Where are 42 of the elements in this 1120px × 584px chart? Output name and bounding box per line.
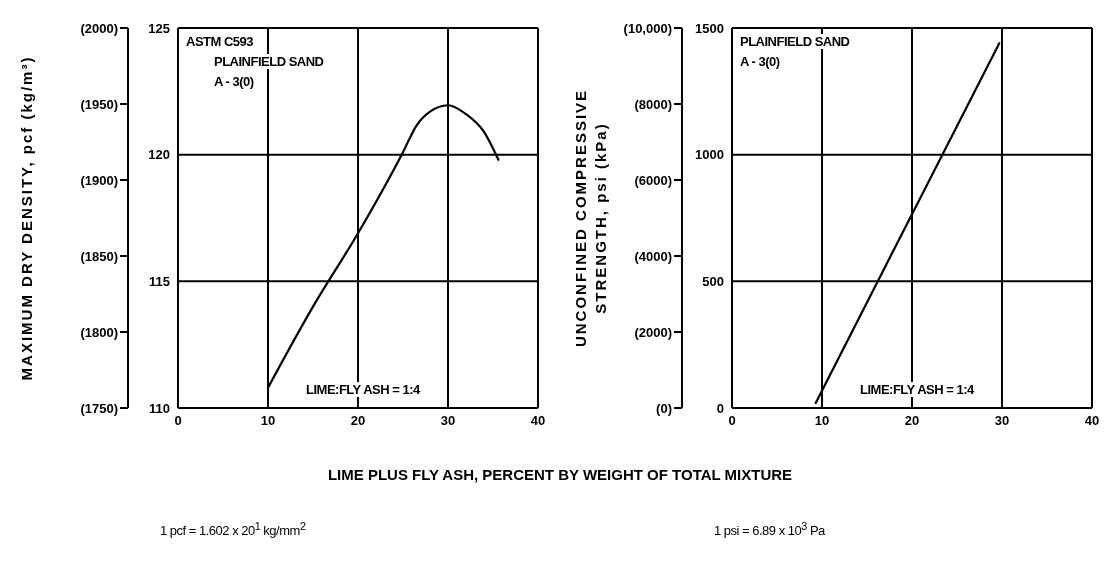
y-tick-label: (10,000)	[623, 20, 672, 36]
x-tick-label: 0	[174, 413, 182, 429]
y-tick-label: (1800)	[80, 324, 118, 340]
y-tick-label: (2000)	[80, 20, 118, 36]
x-tick-label: 20	[904, 413, 920, 429]
y2-tick-label: 1000	[695, 147, 724, 163]
y-tick-label: (0)	[656, 400, 672, 416]
y-tick-label: (1750)	[80, 400, 118, 416]
y2-tick-label: 1500	[695, 20, 724, 36]
y2-tick-label: 125	[148, 20, 170, 36]
x-tick-label: 30	[994, 413, 1010, 429]
x-axis-title: LIME PLUS FLY ASH, PERCENT BY WEIGHT OF TOTAL MIXTURE	[326, 466, 794, 483]
annotation: LIME:FLY ASH = 1:4	[858, 382, 976, 397]
y-tick-label: (1900)	[80, 172, 118, 188]
y-axis-title: MAXIMUM DRY DENSITY, pcf (kg/m³)	[18, 55, 35, 381]
x-tick-label: 20	[350, 413, 366, 429]
annotation: PLAINFIELD SAND	[212, 54, 326, 69]
y2-tick-label: 110	[149, 400, 170, 416]
y2-tick-label: 0	[716, 400, 724, 416]
y-tick-label: (2000)	[634, 324, 672, 340]
text: 1 psi = 6.89 x 10$^{3}$ Pa	[712, 520, 827, 539]
annotation: ASTM C593	[184, 34, 256, 49]
y-tick-label: (1850)	[80, 248, 118, 264]
annotation: A - 3(0)	[738, 54, 782, 69]
x-tick-label: 10	[260, 413, 276, 429]
x-tick-label: 40	[530, 413, 546, 429]
x-tick-label: 10	[814, 413, 830, 429]
y-tick-label: (1950)	[80, 96, 118, 112]
annotation: LIME:FLY ASH = 1:4	[304, 382, 422, 397]
y2-tick-label: 120	[148, 147, 170, 163]
x-tick-label: 30	[440, 413, 456, 429]
text: 1 pcf = 1.602 x 20$^{1}$ kg/mm$^{2}$	[158, 520, 308, 539]
y-axis-title: UNCONFINED COMPRESSIVE STRENGTH, psi (kPa)	[572, 88, 609, 348]
y2-tick-label: 115	[149, 273, 170, 289]
annotation: A - 3(0)	[212, 74, 256, 89]
x-tick-label: 40	[1084, 413, 1100, 429]
annotation: PLAINFIELD SAND	[738, 34, 852, 49]
y2-tick-label: 500	[702, 273, 724, 289]
y-tick-label: (6000)	[634, 172, 672, 188]
y-tick-label: (8000)	[634, 96, 672, 112]
x-tick-label: 0	[728, 413, 736, 429]
y-tick-label: (4000)	[634, 248, 672, 264]
